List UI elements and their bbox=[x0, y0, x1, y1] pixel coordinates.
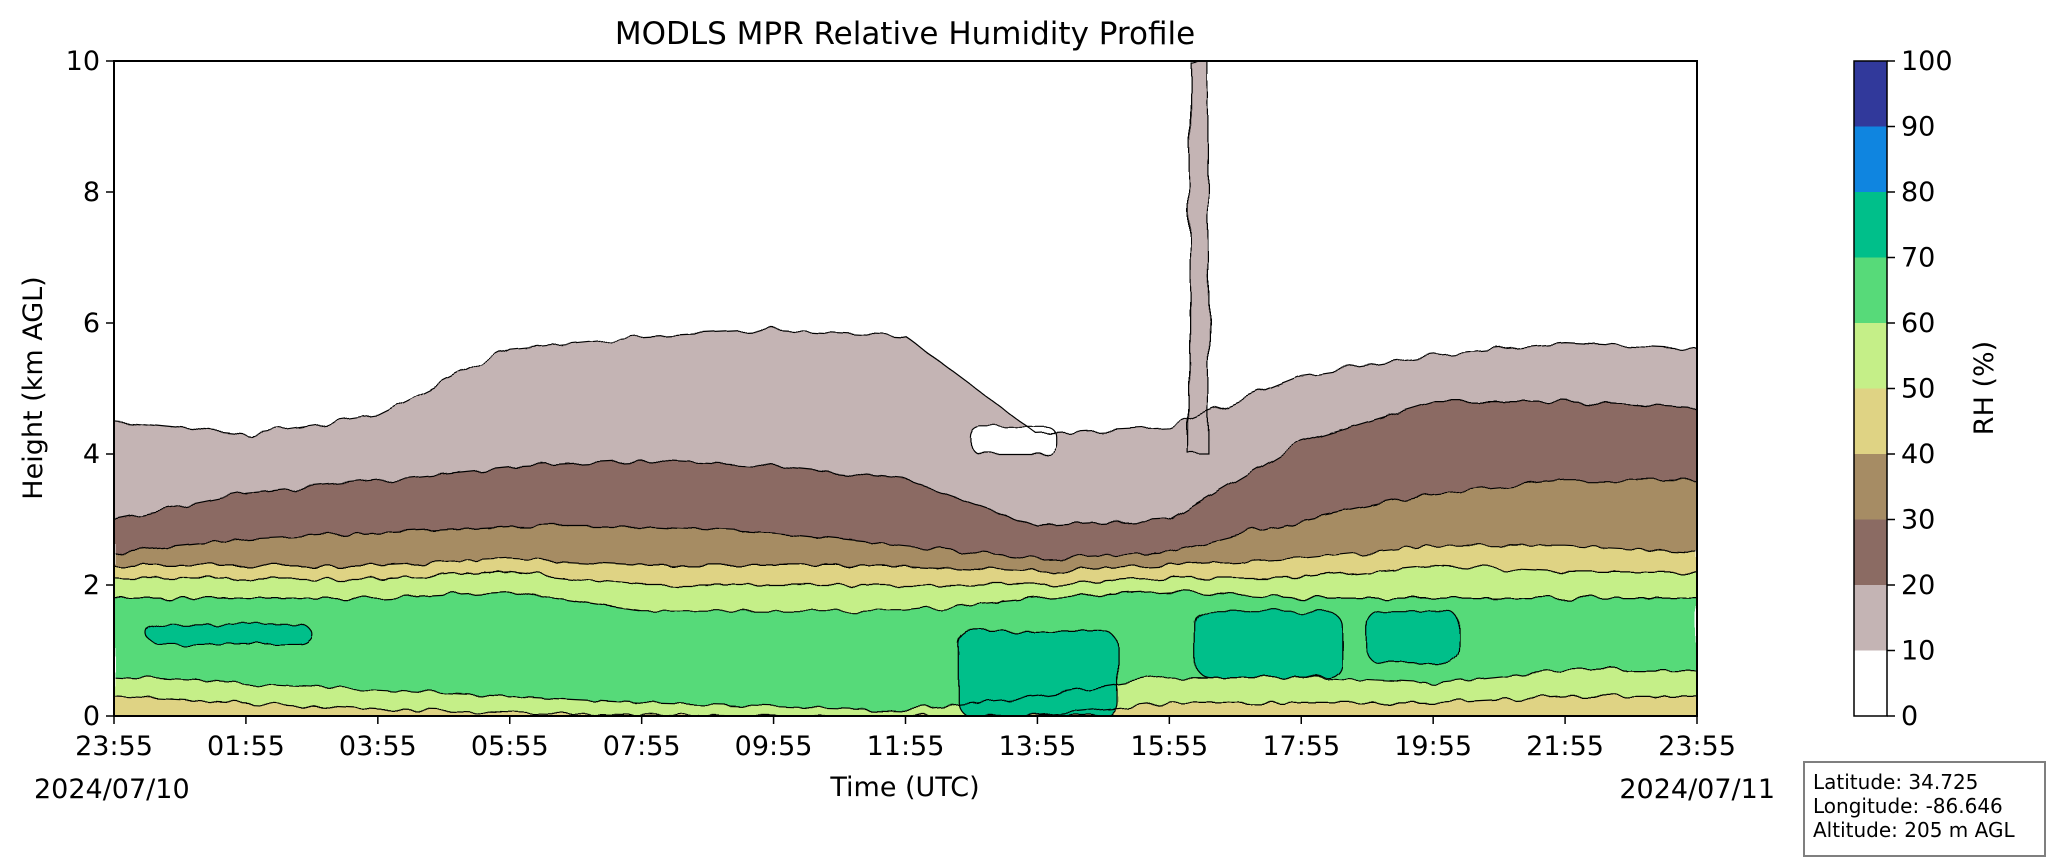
y-tick-label: 4 bbox=[83, 439, 100, 470]
x-tick-label: 13:55 bbox=[999, 731, 1077, 762]
contour-line-40 bbox=[114, 545, 1697, 573]
longitude-label: Longitude: -86.646 bbox=[1813, 794, 2003, 818]
x-tick-label: 09:55 bbox=[735, 731, 813, 762]
end-date: 2024/07/11 bbox=[1619, 774, 1775, 805]
colorbar-segment bbox=[1854, 388, 1887, 454]
x-tick-label: 07:55 bbox=[603, 731, 681, 762]
plot-area bbox=[114, 61, 1697, 716]
y-tick-label: 8 bbox=[83, 177, 100, 208]
y-axis-title: Height (km AGL) bbox=[18, 276, 49, 499]
y-tick-label: 10 bbox=[66, 46, 100, 77]
colorbar-tick-label: 60 bbox=[1901, 308, 1935, 339]
colorbar-segment bbox=[1854, 257, 1887, 323]
contour-line-20 bbox=[114, 401, 1697, 527]
x-tick-label: 01:55 bbox=[207, 731, 285, 762]
colorbar-segment bbox=[1854, 650, 1887, 716]
y-tick-label: 6 bbox=[83, 308, 100, 339]
rh-moist-core bbox=[957, 630, 1118, 716]
contour-line-50 bbox=[114, 564, 1697, 586]
chart-title: MODLS MPR Relative Humidity Profile bbox=[615, 16, 1195, 52]
y-tick-label: 0 bbox=[83, 701, 100, 732]
colorbar-tick-label: 10 bbox=[1901, 636, 1935, 667]
colorbar-tick-label: 20 bbox=[1901, 570, 1935, 601]
contour-line-40 bbox=[114, 695, 1697, 716]
x-tick-label: 23:55 bbox=[1658, 731, 1736, 762]
colorbar-tick-label: 30 bbox=[1901, 505, 1935, 536]
colorbar-segment bbox=[1854, 585, 1887, 651]
rh-moist-spike bbox=[1188, 61, 1210, 455]
colorbar-tick-label: 40 bbox=[1901, 439, 1935, 470]
contour-line-60 bbox=[114, 590, 1697, 612]
start-date: 2024/07/10 bbox=[34, 774, 190, 805]
rh-moist-core bbox=[146, 623, 313, 645]
x-tick-label: 11:55 bbox=[867, 731, 945, 762]
x-axis-title: Time (UTC) bbox=[829, 772, 979, 803]
colorbar-segment bbox=[1854, 192, 1887, 258]
y-axis: 0 2 4 6 8 10 bbox=[66, 46, 114, 732]
rh-surface-band-40 bbox=[114, 696, 1697, 716]
x-tick-label: 23:55 bbox=[75, 731, 153, 762]
x-tick-label: 17:55 bbox=[1262, 731, 1340, 762]
altitude-label: Altitude: 205 m AGL bbox=[1813, 818, 2015, 842]
contour-line-10 bbox=[114, 328, 1697, 436]
contour-line-50 bbox=[114, 669, 1697, 711]
colorbar-title: RH (%) bbox=[1969, 341, 2000, 435]
colorbar-segment bbox=[1854, 454, 1887, 520]
colorbar-tick-label: 80 bbox=[1901, 177, 1935, 208]
contour-line-30 bbox=[114, 479, 1697, 560]
latitude-label: Latitude: 34.725 bbox=[1813, 770, 1979, 794]
humidity-patches bbox=[146, 61, 1461, 716]
colorbar-segment bbox=[1854, 323, 1887, 389]
rh-moist-core bbox=[1195, 610, 1342, 678]
colorbar-tick-label: 70 bbox=[1901, 243, 1935, 274]
colorbar-tick-label: 0 bbox=[1901, 701, 1918, 732]
colorbar: 0 10 20 30 40 50 60 70 80 90 100 bbox=[1853, 46, 1953, 732]
location-info-box: Latitude: 34.725 Longitude: -86.646 Alti… bbox=[1803, 761, 2046, 857]
x-tick-label: 21:55 bbox=[1526, 731, 1604, 762]
colorbar-tick-label: 100 bbox=[1901, 46, 1953, 77]
rh-moist-core bbox=[1366, 610, 1461, 665]
x-tick-label: 15:55 bbox=[1130, 731, 1208, 762]
contour-lines bbox=[114, 328, 1697, 716]
colorbar-segment bbox=[1854, 519, 1887, 585]
colorbar-tick-label: 50 bbox=[1901, 374, 1935, 405]
colorbar-tick-label: 90 bbox=[1901, 112, 1935, 143]
colorbar-segment bbox=[1854, 61, 1887, 127]
rh-dry-gap bbox=[970, 427, 1058, 455]
x-tick-label: 05:55 bbox=[471, 731, 549, 762]
x-axis: 23:55 01:55 03:55 05:55 07:55 09:55 11:55 13:55… bbox=[75, 716, 1736, 762]
colorbar-segment bbox=[1854, 126, 1887, 192]
y-tick-label: 2 bbox=[83, 570, 100, 601]
x-tick-label: 19:55 bbox=[1394, 731, 1472, 762]
x-tick-label: 03:55 bbox=[339, 731, 417, 762]
